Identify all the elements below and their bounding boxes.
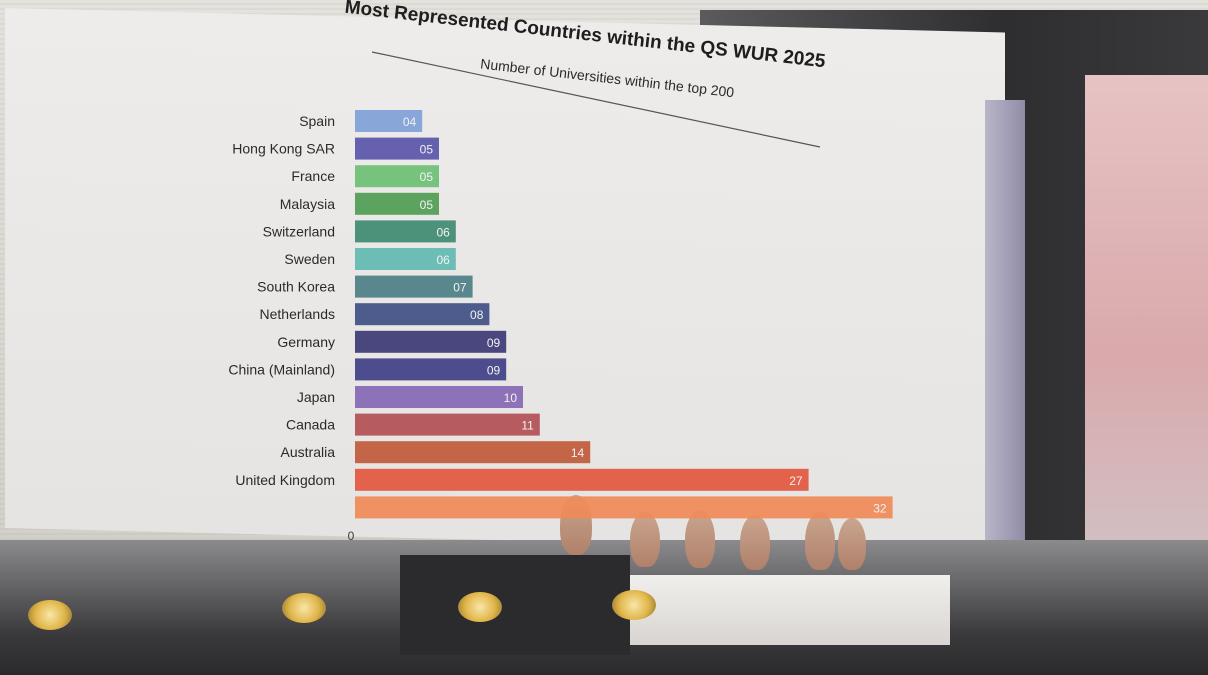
stage-light — [458, 592, 502, 622]
bar-value-label: 11 — [521, 419, 534, 433]
category-label: France — [291, 168, 335, 184]
chart-subtitle: Number of Universities within the top 20… — [480, 55, 736, 100]
stage-light — [612, 590, 656, 620]
category-label: Japan — [297, 389, 335, 405]
person-silhouette — [685, 510, 715, 568]
bar-value-label: 05 — [420, 143, 434, 157]
category-label: Hong Kong SAR — [232, 141, 335, 157]
bar-value-label: 07 — [453, 281, 467, 295]
bar-japan — [355, 386, 523, 408]
bar-germany — [355, 330, 507, 353]
bar-hong-kong-sar — [355, 137, 439, 160]
bar-unlabeled — [355, 496, 893, 519]
bar-value-label: 09 — [487, 363, 501, 377]
category-label: China (Mainland) — [228, 361, 335, 377]
bar-value-label: 10 — [504, 391, 518, 405]
category-label: Canada — [286, 417, 335, 433]
bar-canada — [355, 413, 540, 436]
bar-south-korea — [355, 275, 473, 298]
bar-value-label: 04 — [403, 115, 417, 129]
bar-value-label: 08 — [470, 308, 484, 322]
category-label: United Kingdom — [235, 472, 335, 488]
bar-france — [355, 165, 439, 188]
screen-frame — [985, 100, 1025, 620]
bar-switzerland — [355, 220, 456, 243]
category-label: Switzerland — [263, 223, 335, 239]
person-silhouette — [740, 515, 770, 570]
category-label: Malaysia — [280, 196, 335, 212]
category-label: Australia — [281, 444, 336, 460]
x-tick-label: 0 — [348, 529, 355, 543]
category-label: Germany — [277, 334, 335, 350]
bar-value-label: 09 — [487, 336, 501, 350]
bar-value-label: 32 — [873, 501, 887, 515]
bar-value-label: 05 — [420, 198, 434, 212]
bar-value-label: 27 — [789, 474, 803, 488]
bar-value-label: 05 — [420, 170, 434, 184]
bar-australia — [355, 441, 591, 464]
bar-value-label: 14 — [571, 446, 585, 460]
person-silhouette — [805, 512, 835, 570]
category-label: Netherlands — [260, 306, 336, 322]
category-label: Spain — [299, 113, 335, 129]
stage-light — [28, 600, 72, 630]
category-label: South Korea — [257, 279, 335, 295]
bar-spain — [355, 110, 423, 132]
person-silhouette — [838, 518, 866, 570]
person-silhouette — [630, 512, 660, 567]
bar-netherlands — [355, 303, 490, 326]
title-underline — [371, 51, 821, 148]
stage-light — [282, 593, 326, 623]
category-label: Sweden — [284, 251, 335, 267]
bar-sweden — [355, 248, 456, 270]
podium — [400, 555, 630, 655]
bar-value-label: 06 — [436, 253, 450, 267]
bar-united-kingdom — [355, 468, 809, 491]
bar-value-label: 06 — [436, 225, 450, 239]
bar-china-mainland- — [355, 358, 507, 381]
bar-malaysia — [355, 192, 439, 215]
